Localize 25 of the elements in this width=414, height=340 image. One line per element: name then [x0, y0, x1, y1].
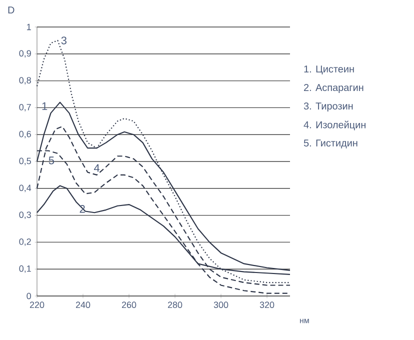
- text: 4. Изолейцин: [304, 120, 366, 130]
- y-tick-label: 0,7: [19, 104, 31, 112]
- text: 1. Цистеин: [304, 66, 354, 74]
- annotation: 4: [94, 164, 100, 172]
- y-tick-label: 0,6: [19, 130, 31, 138]
- y-tick-label: 0,5: [19, 158, 31, 166]
- x-tick-label: 240: [76, 302, 90, 308]
- text: 3. Тирозин: [304, 102, 353, 112]
- y-tick-label: 0,1: [19, 265, 31, 273]
- y-tick-label: 0,9: [19, 50, 31, 58]
- y-axis-title: D: [8, 6, 14, 14]
- y-tick-label: 0,4: [19, 184, 32, 192]
- text: 5. Гистидин: [304, 140, 358, 148]
- x-tick-label: 220: [30, 302, 44, 308]
- y-tick-label: 1: [27, 24, 31, 30]
- text: 2. Аспарагин: [304, 84, 364, 94]
- annotation: 3: [61, 36, 66, 44]
- y-tick-label: 0,2: [19, 238, 31, 246]
- x-tick-label: 260: [122, 302, 136, 308]
- y-tick-label: 0,8: [19, 77, 31, 84]
- x-tick-label: 300: [214, 302, 228, 308]
- y-tick-label: 0: [26, 292, 32, 300]
- y-tick-label: 0,3: [19, 212, 31, 219]
- x-tick-label: 280: [168, 302, 182, 308]
- x-tick-label: 320: [260, 302, 274, 308]
